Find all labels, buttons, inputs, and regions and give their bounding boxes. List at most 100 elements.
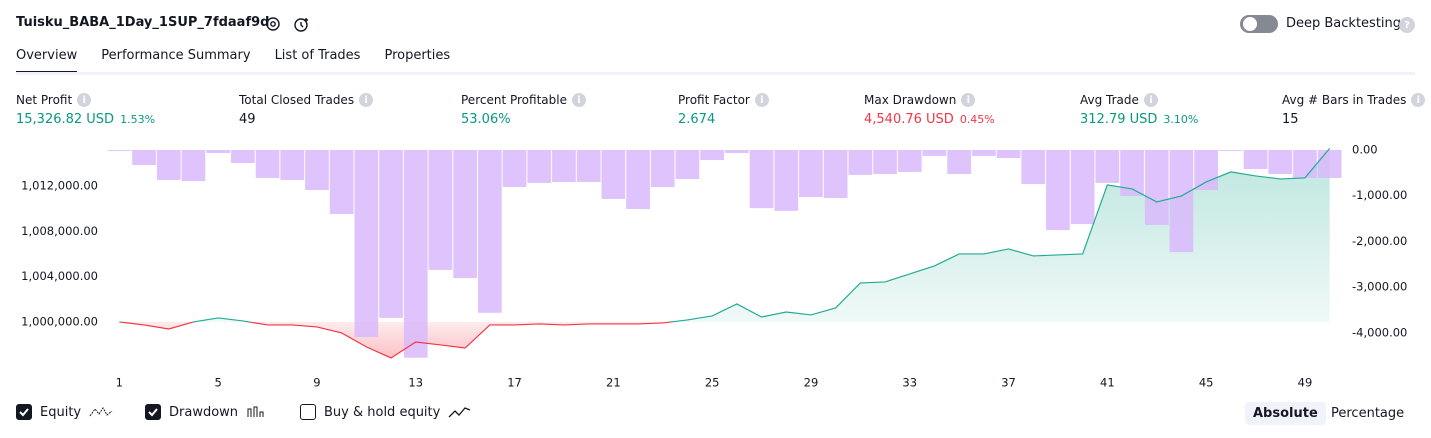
y-tick-label: 1,008,000.00 [21,224,98,238]
equity-area [119,148,1330,358]
metric-value: 312.79 USD [1080,112,1158,127]
drawdown-bar [1120,150,1144,196]
deep-backtesting-toggle[interactable] [1240,14,1278,34]
metric-value-row: 15 [1282,112,1425,127]
drawdown-bar [527,150,552,183]
metric-value-row: 4,540.76 USD 0.45% [864,112,995,127]
x-tick-label: 25 [705,376,720,390]
drawdown-bar [329,150,354,215]
drawdown-bar [873,150,897,175]
metric-label: Profit Factor [678,93,750,107]
drawdown-bar [823,150,848,199]
x-tick-label: 33 [902,376,917,390]
equity-chart: 1,000,000.00 1,004,000.00 1,008,000.00 1,01… [21,143,1407,390]
checkbox-label: Drawdown [169,404,239,420]
metric-value: 49 [239,112,256,127]
metric-label-row: Net Profit i [16,93,155,107]
drawdown-bar [280,150,305,180]
drawdown-bar [725,150,749,153]
drawdown-bar [1243,150,1268,169]
drawdown-bar [675,150,700,180]
metric-label-row: Avg Trade i [1080,93,1198,107]
y2-tick-label: 0.00 [1352,143,1378,157]
checkbox[interactable] [300,404,316,420]
metric-label: Percent Profitable [461,93,567,107]
y-tick-label: 1,000,000.00 [21,314,98,328]
mode-button[interactable]: Percentage [1331,406,1405,421]
drawdown-bar [1194,150,1218,191]
metric-percent: 3.10% [1163,113,1199,126]
metric: Avg Trade i 312.79 USD 3.10% [1080,93,1198,127]
drawdown-bar [156,150,181,180]
info-icon[interactable]: i [1143,93,1158,107]
drawdown-bar [478,150,502,313]
metric-value-row: 2.674 [678,112,769,127]
checkbox[interactable] [145,404,161,420]
tab[interactable]: Properties [384,48,451,63]
metric-label-row: Avg # Bars in Trades i [1282,93,1426,107]
drawdown-bar [972,150,996,156]
drawdown-bar [650,150,675,188]
drawdown-bar [922,150,947,156]
metric-label: Net Profit [16,93,73,107]
drawdown-bar [1046,150,1070,231]
drawdown-bar [354,150,379,338]
metric: Total Closed Trades i 49 [239,93,374,127]
checkbox[interactable] [16,404,32,420]
drawdown-bar [107,150,132,151]
equity-line [119,147,1331,359]
metric: Avg # Bars in Trades i 15 [1282,93,1426,127]
drawdown-bar [897,150,922,172]
header-icons[interactable] [264,15,310,33]
y-tick-label: 1,004,000.00 [21,269,98,283]
x-tick-label: 37 [1001,376,1016,390]
info-icon[interactable]: i [77,93,92,107]
drawdown-toggle[interactable]: Drawdown [145,404,268,420]
metric-label: Total Closed Trades [239,93,355,107]
metric-label-row: Percent Profitable i [461,93,586,107]
drawdown-bar [1070,150,1095,225]
y2-tick-label: -2,000.00 [1352,234,1407,248]
x-tick-label: 9 [313,376,320,390]
metric: Max Drawdown i 4,540.76 USD 0.45% [864,93,995,127]
drawdown-bar [848,150,873,175]
drawdown-bar [1169,150,1194,253]
info-icon[interactable]: i [961,93,976,107]
x-tick-label: 1 [116,376,123,390]
x-tick-label: 41 [1100,376,1115,390]
metric-value-row: 49 [239,112,373,127]
y-tick-label: 1,012,000.00 [21,179,98,193]
tab[interactable]: Performance Summary [101,48,251,63]
drawdown-bar [403,150,428,358]
info-icon[interactable]: i [571,93,586,107]
x-tick-label: 13 [408,376,423,390]
metric-percent: 0.45% [959,113,995,126]
info-icon[interactable]: i [1411,93,1426,107]
metric-value: 2.674 [678,112,716,127]
metric-value-row: 53.06% [461,112,586,127]
metric-value-row: 15,326.82 USD 1.53% [16,112,155,127]
drawdown-bar [502,150,527,188]
strategy-title: Tuisku_BABA_1Day_1SUP_7fdaaf9d [16,15,270,30]
help-icon[interactable]: ? [1399,17,1415,33]
tab-divider [16,72,1415,75]
x-tick-label: 5 [214,376,221,390]
mode-button[interactable]: Absolute [1245,402,1326,425]
x-tick-label: 21 [606,376,621,390]
buy-hold-toggle[interactable]: Buy & hold equity [300,404,472,420]
x-tick-label: 45 [1199,376,1214,390]
drawdown-bar [996,150,1021,159]
tab[interactable]: List of Trades [274,48,361,63]
drawdown-bar [1021,150,1046,185]
metric-value-row: 312.79 USD 3.10% [1080,112,1198,127]
metric-value: 53.06% [461,112,511,127]
metric: Profit Factor i 2.674 [678,93,769,127]
info-icon[interactable]: i [754,93,769,107]
y2-tick-label: -4,000.00 [1352,325,1407,339]
info-icon[interactable]: i [359,93,374,107]
equity-toggle[interactable]: Equity [16,404,113,420]
y2-tick-label: -1,000.00 [1352,188,1407,202]
drawdown-bar [305,150,329,191]
drawdown-bar [428,150,453,270]
